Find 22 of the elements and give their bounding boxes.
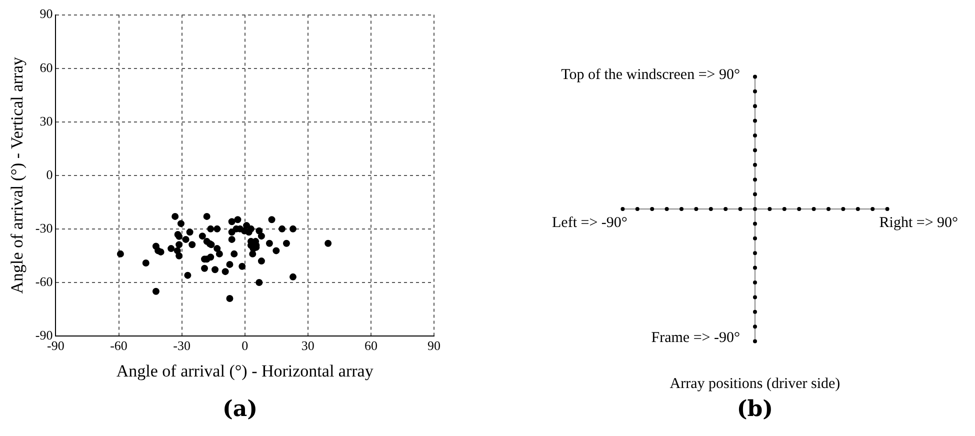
x-tick-label: -60 xyxy=(110,338,128,354)
text: Left => -90° xyxy=(552,215,628,232)
text: (a) xyxy=(221,396,259,422)
y-tick-label: 30 xyxy=(40,113,53,128)
x-tick-label: -30 xyxy=(173,338,190,354)
text: Top of the windscreen => 90° xyxy=(561,66,740,84)
y-tick-label: 60 xyxy=(40,60,53,75)
x-tick-label: 30 xyxy=(301,338,314,354)
x-axis-title: Angle of arrival (°) - Horizontal array xyxy=(116,361,374,380)
y-axis-title: Angle of arrival (°) - Vertical array xyxy=(8,56,27,294)
x-tick-label: 0 xyxy=(242,338,248,354)
text: Array positions (driver side) xyxy=(668,376,842,393)
x-tick-label: 60 xyxy=(364,338,378,354)
y-tick-label: 90 xyxy=(40,6,53,22)
text: Frame => -90° xyxy=(651,330,740,348)
y-tick-label: -60 xyxy=(35,274,53,289)
text: Right => 90° xyxy=(879,215,958,232)
y-tick-label: -30 xyxy=(35,220,53,236)
y-tick-label: -90 xyxy=(35,327,53,342)
x-tick-label: 90 xyxy=(428,338,440,354)
text: (b) xyxy=(736,396,774,422)
y-tick-label: 0 xyxy=(46,166,53,182)
